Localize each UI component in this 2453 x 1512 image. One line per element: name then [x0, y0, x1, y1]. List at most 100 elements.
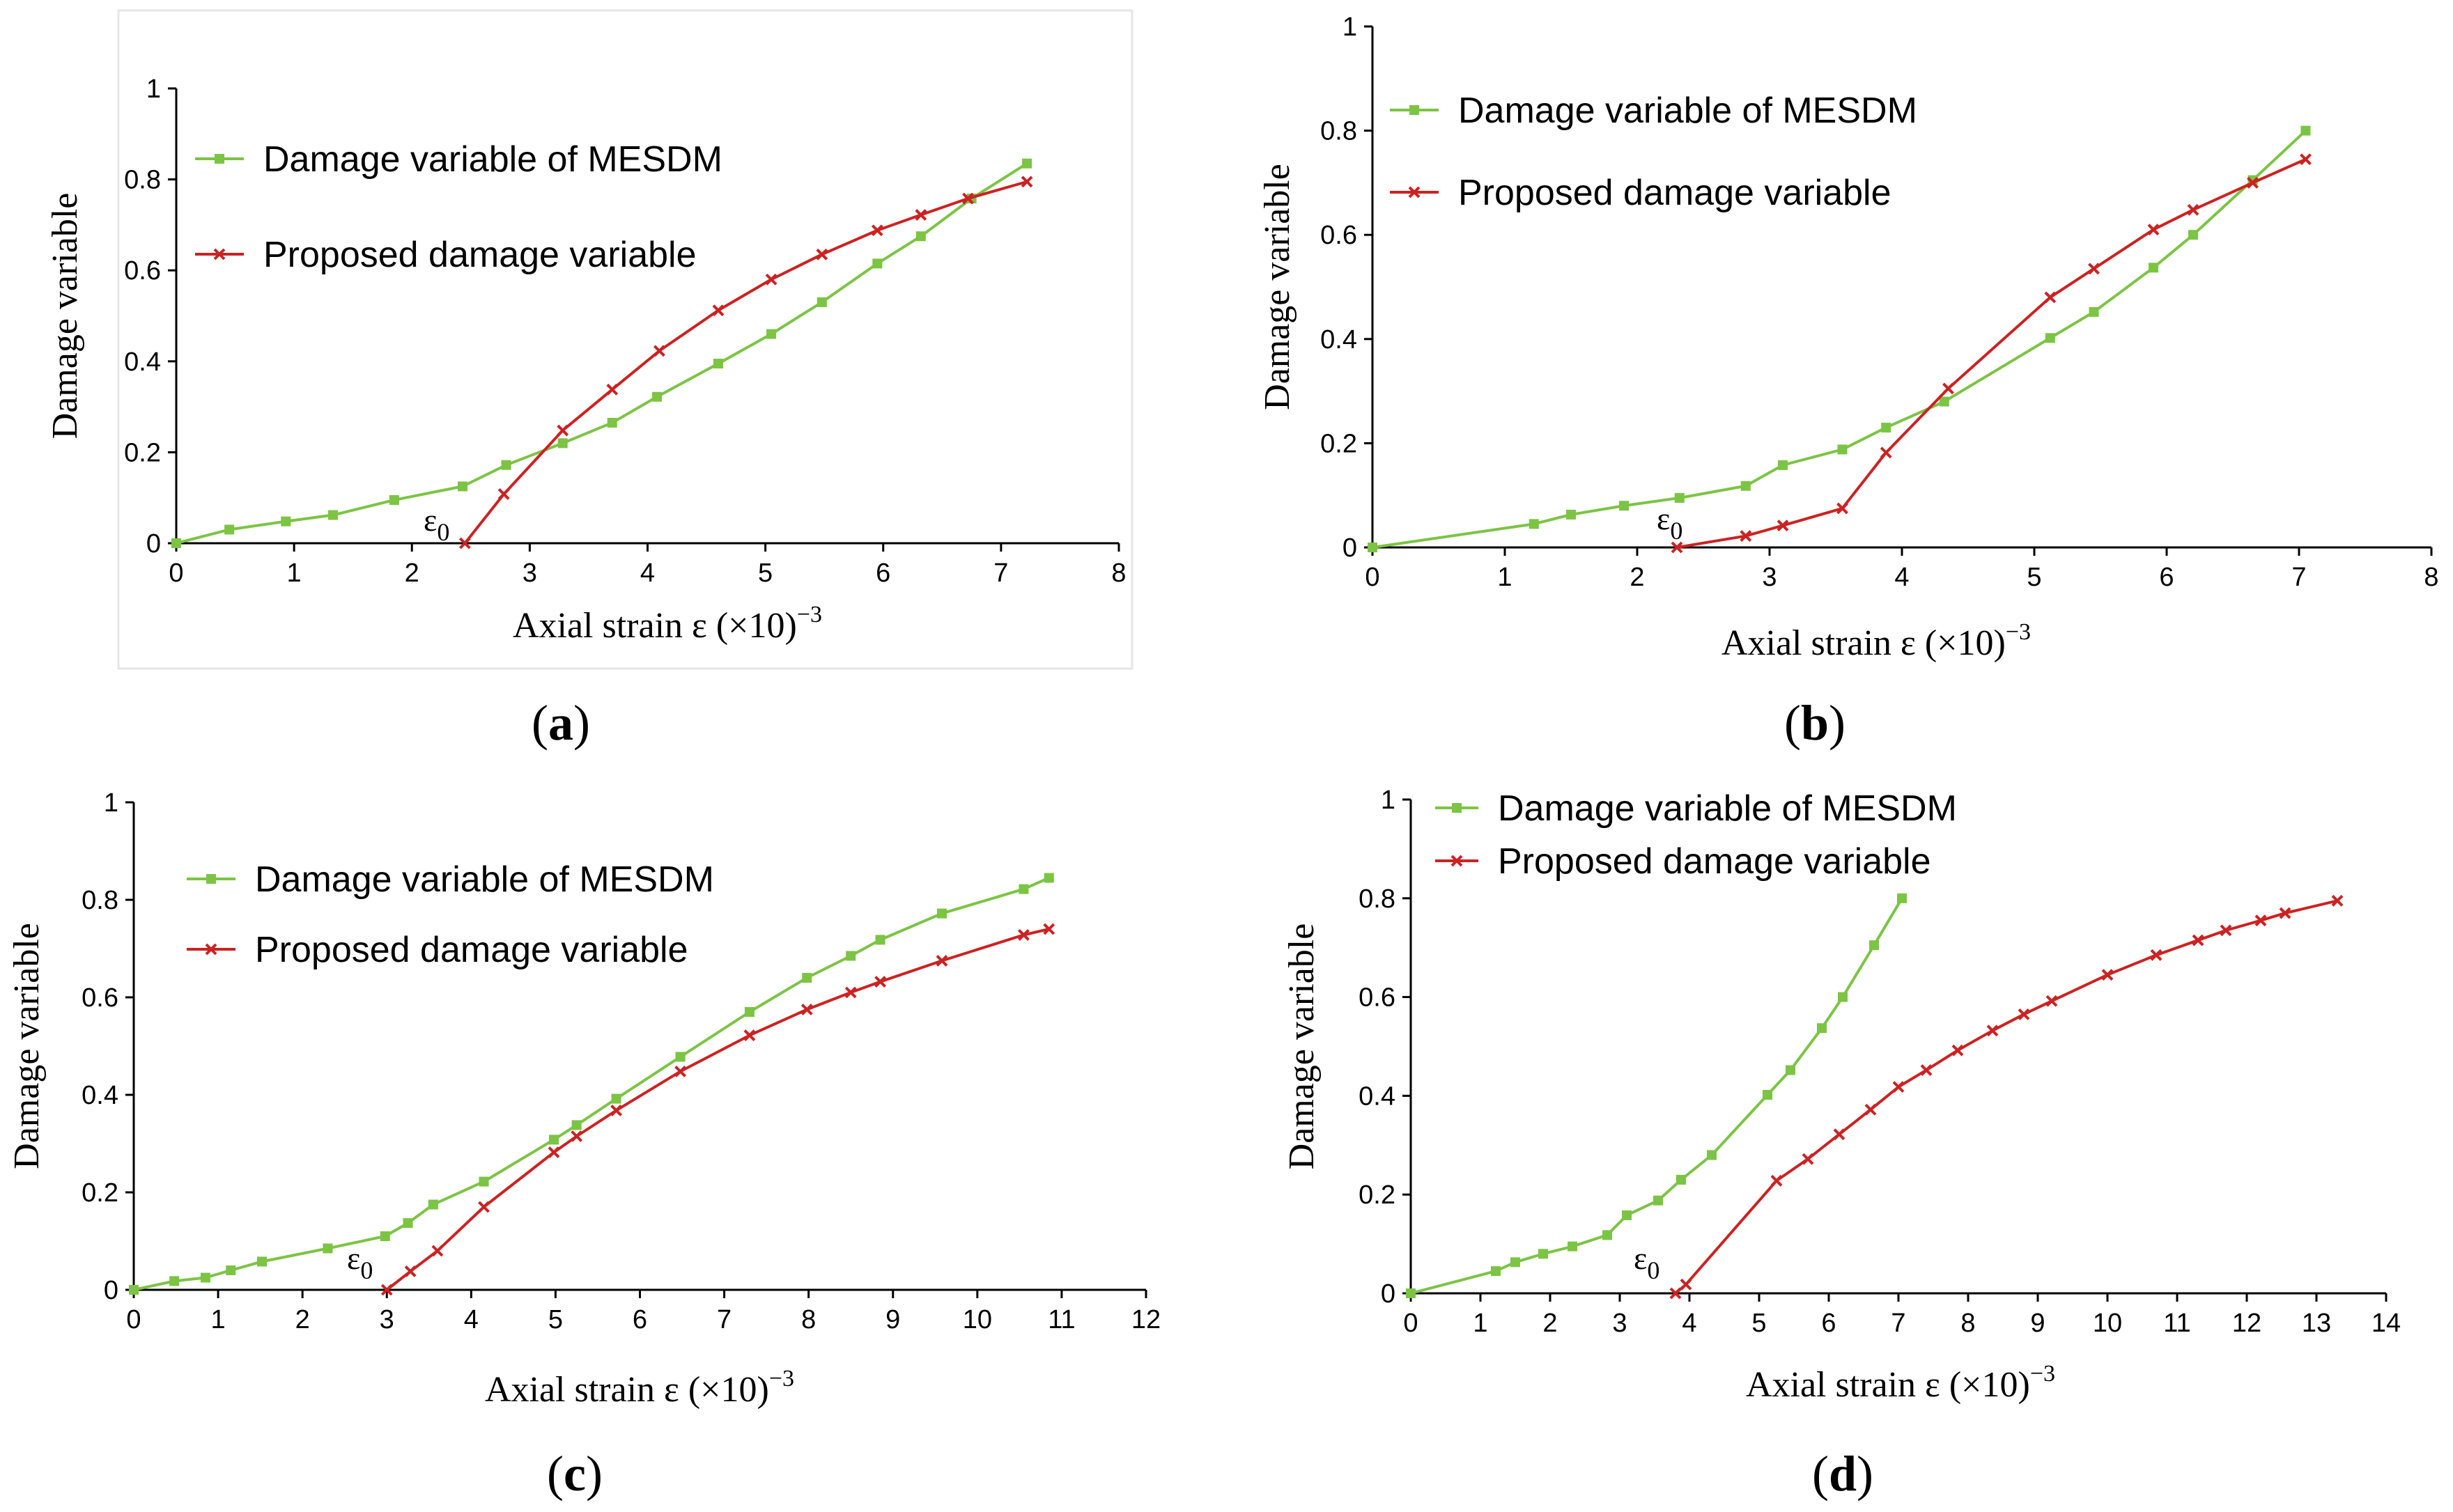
epsilon-zero-label: ε0	[1657, 501, 1682, 545]
y-tick-label: 1	[1381, 786, 1395, 815]
data-point-square	[1044, 873, 1054, 883]
y-tick-label: 0.8	[124, 166, 161, 195]
legend-marker-x	[213, 248, 226, 260]
y-tick-label: 0	[146, 529, 161, 559]
x-tick-label: 1	[1473, 1309, 1487, 1338]
data-point-x	[1942, 382, 1954, 395]
y-tick-label: 0.2	[124, 438, 161, 467]
data-point-square	[802, 973, 812, 983]
data-point-x	[380, 1284, 393, 1296]
data-point-x	[816, 248, 828, 260]
x-tick-label: 10	[963, 1305, 992, 1334]
x-tick-label: 2	[1542, 1309, 1557, 1338]
y-tick-label: 0.6	[1320, 221, 1357, 250]
legend-marker-square	[206, 874, 216, 884]
legend-item: Proposed damage variable	[195, 235, 697, 275]
x-tick-label: 14	[2371, 1309, 2401, 1338]
x-tick-label: 8	[2424, 563, 2438, 592]
data-point-square	[1602, 1230, 1612, 1240]
x-tick-label: 7	[993, 559, 1008, 588]
x-tick-label: 12	[1131, 1305, 1161, 1334]
x-tick-label: 5	[758, 559, 773, 588]
data-point-square	[875, 935, 885, 945]
x-tick-label: 8	[801, 1305, 816, 1334]
data-point-x	[1021, 176, 1033, 188]
data-point-x	[1777, 520, 1789, 531]
y-axis-title: Damage variable	[7, 923, 47, 1169]
data-point-square	[2149, 263, 2158, 273]
data-point-square	[1529, 519, 1539, 529]
data-point-square	[846, 951, 856, 961]
data-point-x	[497, 488, 510, 500]
data-point-x	[2192, 934, 2204, 946]
data-point-square	[1817, 1023, 1827, 1034]
data-point-square	[1510, 1257, 1520, 1268]
data-point-square	[1619, 501, 1629, 511]
x-tick-label: 3	[380, 1305, 394, 1334]
data-point-square	[169, 1276, 180, 1286]
data-point-square	[1676, 1174, 1686, 1185]
data-point-x	[962, 192, 974, 205]
y-tick-label: 0.8	[1359, 884, 1395, 914]
x-tick-label: 5	[1751, 1309, 1766, 1338]
data-point-x	[1043, 923, 1055, 935]
x-tick-label: 7	[1891, 1309, 1905, 1338]
series-mesdm	[171, 158, 1032, 548]
data-point-x	[1680, 1278, 1692, 1291]
chart-panel-d: 0 1 2 3 4 5 6 7 8 9 10 11 12 13 1400.20.40.60.81Axial …	[1282, 786, 2401, 1502]
data-point-square	[1622, 1210, 1632, 1220]
data-point-square	[200, 1272, 210, 1283]
x-tick-label: 2	[295, 1305, 310, 1334]
data-point-square	[1838, 992, 1848, 1002]
legend-marker-square	[215, 154, 224, 164]
data-point-square	[1674, 492, 1685, 503]
data-point-square	[1869, 940, 1879, 951]
panel-caption: (c)	[547, 1446, 603, 1502]
data-point-square	[224, 524, 235, 535]
data-point-square	[323, 1243, 333, 1254]
series-mesdm	[1368, 125, 2311, 552]
x-axis-title: Axial strain ε (×10)−3	[513, 602, 822, 646]
series-mesdm	[1406, 893, 1907, 1298]
legend-label: Damage variable of MESDM	[255, 859, 714, 900]
data-point-square	[557, 438, 568, 449]
legend-item: Proposed damage variable	[1435, 841, 1931, 882]
data-point-square	[915, 231, 926, 242]
data-point-x	[2247, 176, 2259, 189]
data-point-square	[1368, 543, 1377, 552]
data-point-x	[1836, 502, 1848, 515]
data-point-x	[1920, 1064, 1933, 1076]
legend-label: Proposed damage variable	[255, 930, 688, 970]
data-point-square	[1568, 1241, 1577, 1252]
data-point-square	[1566, 509, 1576, 520]
series-line	[1676, 157, 2307, 549]
data-point-square	[226, 1265, 236, 1275]
data-point-x	[2088, 263, 2100, 275]
data-point-square	[281, 516, 291, 527]
x-tick-label: 13	[2302, 1309, 2331, 1338]
data-point-x	[712, 304, 725, 317]
series-proposed	[458, 176, 1033, 550]
y-tick-label: 0.2	[1359, 1180, 1395, 1210]
data-point-square	[389, 494, 399, 505]
panel-caption: (a)	[532, 695, 590, 751]
data-point-x	[1951, 1044, 1964, 1057]
legend-marker-x	[1450, 855, 1463, 867]
x-tick-label: 6	[633, 1305, 647, 1334]
data-point-x	[478, 1201, 490, 1213]
data-point-x	[606, 383, 619, 396]
data-point-square	[1491, 1266, 1501, 1277]
data-point-x	[844, 986, 857, 999]
data-point-square	[1406, 1288, 1416, 1298]
data-point-x	[404, 1265, 417, 1277]
data-point-square	[1897, 893, 1907, 903]
series-line	[1372, 130, 2307, 549]
data-point-square	[501, 460, 511, 470]
data-point-x	[1986, 1024, 1999, 1037]
data-point-square	[327, 510, 338, 520]
x-tick-label: 3	[1612, 1309, 1627, 1338]
data-point-x	[458, 537, 471, 550]
legend-marker-square	[1409, 105, 1419, 115]
